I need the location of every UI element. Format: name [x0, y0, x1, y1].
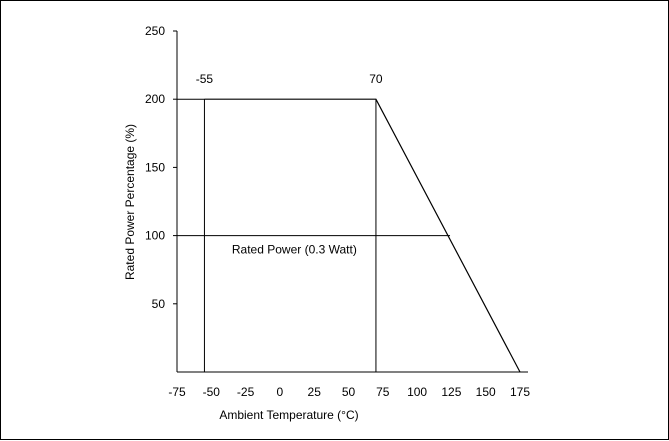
annotation-label: -55 — [196, 72, 214, 86]
derating-curve — [204, 98, 521, 373]
annotation-label: Rated Power (0.3 Watt) — [232, 243, 357, 257]
series-group — [204, 98, 521, 373]
y-tick-label: 150 — [145, 160, 165, 174]
y-tick-label: 250 — [145, 24, 165, 38]
x-tick-label: 125 — [441, 385, 461, 399]
y-tick-label: 200 — [145, 92, 165, 106]
x-tick-label: 175 — [510, 385, 530, 399]
x-tick-label: -50 — [203, 385, 221, 399]
x-tick-label: -25 — [237, 385, 255, 399]
reference-lines — [177, 98, 451, 372]
x-tick-label: 150 — [476, 385, 496, 399]
x-tick-label: -75 — [168, 385, 186, 399]
axes — [176, 31, 528, 373]
x-tick-label: 50 — [342, 385, 356, 399]
y-tick-label: 50 — [152, 297, 166, 311]
x-tick-label: 100 — [407, 385, 427, 399]
x-tick-label: 75 — [376, 385, 390, 399]
x-tick-label: 0 — [277, 385, 284, 399]
y-axis-label: Rated Power Percentage (%) — [123, 124, 137, 280]
annotation-label: 70 — [369, 72, 383, 86]
x-axis-label: Ambient Temperature (°C) — [219, 408, 358, 422]
annotations: -55 70 Rated Power (0.3 Watt) — [196, 72, 383, 256]
tick-labels: -75 -50 -25 0 25 50 75 100 125 150 175 50 100 150 200 2… — [145, 24, 530, 399]
x-tick-label: 25 — [308, 385, 322, 399]
y-tick-label: 100 — [145, 229, 165, 243]
